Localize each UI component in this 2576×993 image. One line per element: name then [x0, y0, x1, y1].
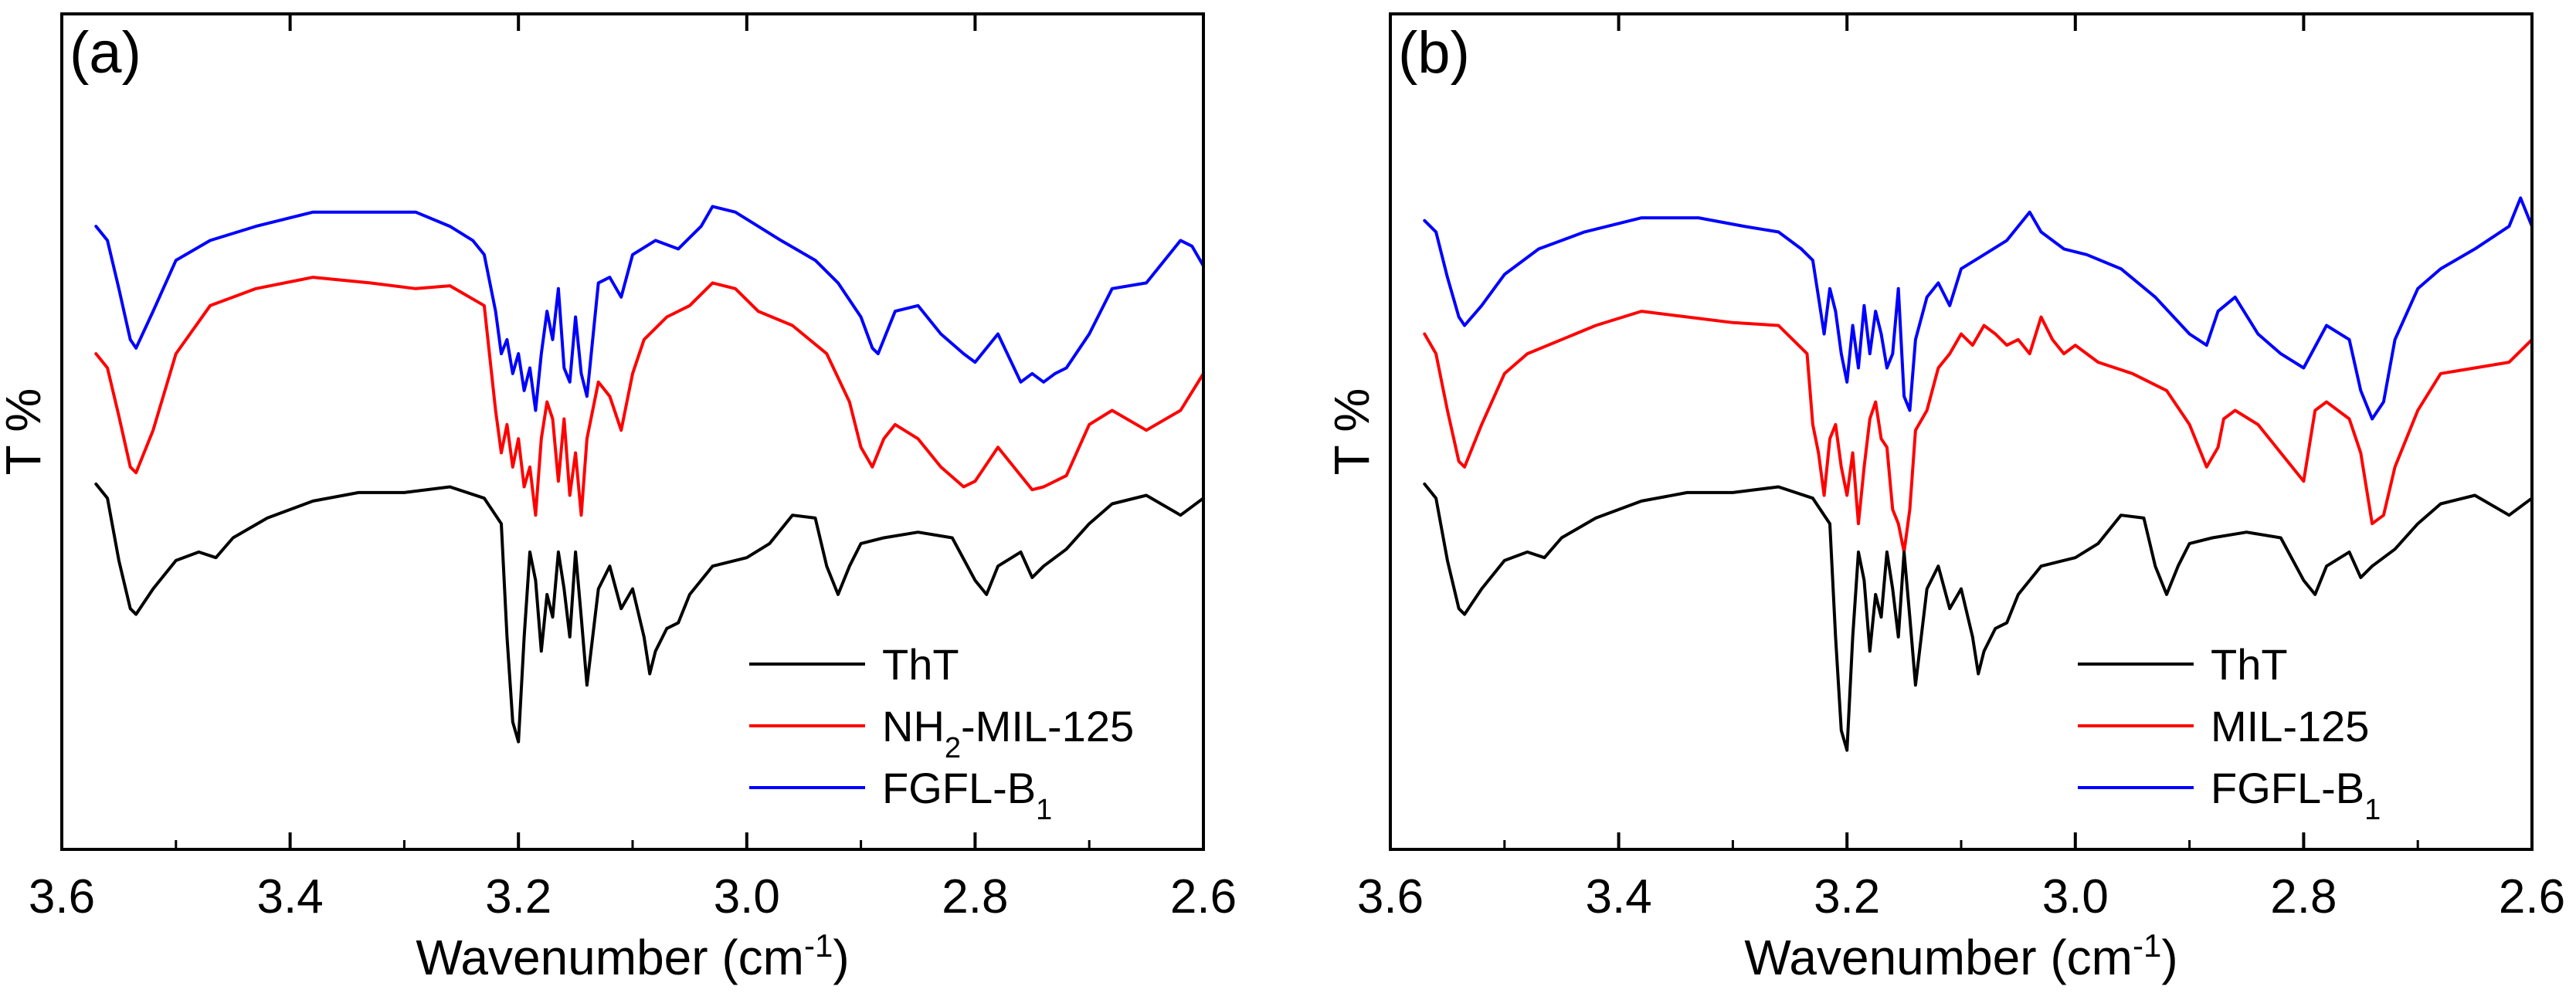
x-tick-label: 2.8	[942, 870, 1008, 924]
series-line-tht	[94, 482, 1205, 744]
legend-label: ThT	[2211, 640, 2288, 689]
x-tick-label: 3.4	[1585, 870, 1651, 924]
x-tick-label: 3.0	[714, 870, 780, 924]
x-axis-label-sup: -1	[804, 927, 833, 964]
x-tick-label: 3.2	[1814, 870, 1880, 924]
x-axis-label-end: )	[2161, 930, 2177, 985]
x-axis-label-end: )	[833, 930, 849, 985]
legend: ThT MIL-125 FGFL-B1	[2078, 640, 2381, 826]
panel-label: (b)	[1398, 20, 1470, 86]
series-line-nh2-mil-125	[94, 276, 1205, 517]
x-axis-label-main: Wavenumber (cm	[416, 930, 804, 985]
series-line-fgfl-b1	[94, 205, 1205, 412]
legend-label: FGFL-B1	[2211, 764, 2381, 826]
x-axis-label-main: Wavenumber (cm	[1744, 930, 2133, 985]
series-line-tht	[1423, 482, 2534, 752]
panel-label: (a)	[70, 20, 141, 86]
x-tick-label: 2.6	[1170, 870, 1237, 924]
x-tick-label: 3.4	[256, 870, 323, 924]
x-tick-label: 3.6	[29, 870, 95, 924]
legend-label: FGFL-B1	[882, 764, 1052, 826]
legend-label: MIL-125	[2211, 702, 2369, 751]
x-tick-label: 3.2	[485, 870, 552, 924]
x-tick-label: 2.6	[2499, 870, 2565, 924]
x-axis-label: Wavenumber (cm-1)	[1744, 927, 2177, 986]
y-axis-label: T %	[0, 388, 51, 476]
y-axis-label: T %	[1324, 388, 1380, 476]
chart-panel-a: 3.6 3.4 3.2 3.0 2.8 2.6 (a) T % Wavenumber (cm-1…	[0, 12, 1237, 986]
legend-label: ThT	[882, 640, 959, 689]
series-line-mil-125	[1423, 310, 2534, 554]
x-axis-label-sup: -1	[2133, 927, 2161, 964]
x-tick-label: 3.0	[2042, 870, 2109, 924]
series-line-fgfl-b1	[1423, 196, 2534, 421]
x-tick-label: 2.8	[2270, 870, 2337, 924]
legend-label: NH2-MIL-125	[882, 702, 1134, 764]
x-axis-label: Wavenumber (cm-1)	[416, 927, 849, 986]
chart-panel-b: 3.6 3.4 3.2 3.0 2.8 2.6 (b) T % Wavenumber (cm-1…	[1324, 12, 2565, 986]
x-tick-label: 3.6	[1357, 870, 1424, 924]
